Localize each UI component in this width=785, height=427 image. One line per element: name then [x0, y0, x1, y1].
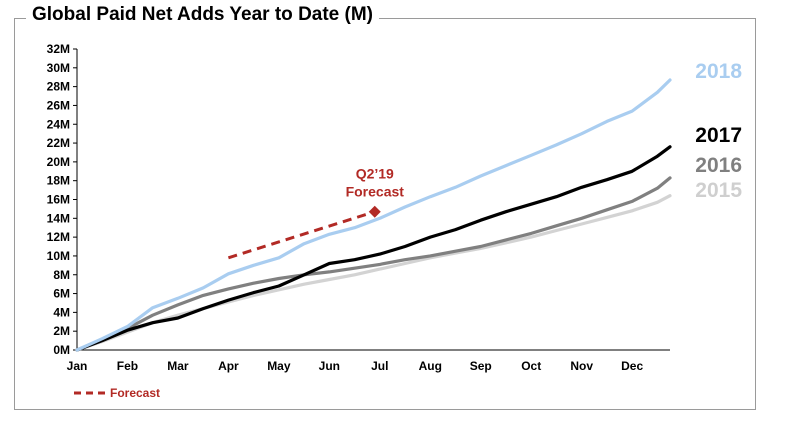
- series-label-2016: 2016: [695, 154, 742, 177]
- series-line-2016: [75, 176, 672, 352]
- y-axis-ticks: 0M 2M 4M 6M 8M 10M 12M 14M 16M 18M 20M 22M 24M 26M 28M…: [47, 42, 77, 357]
- x-tick-label: Oct: [521, 359, 541, 373]
- x-tick-label: Dec: [621, 359, 643, 373]
- y-tick-label: 22M: [47, 136, 70, 150]
- y-tick-label: 8M: [53, 268, 70, 282]
- x-tick-label: Sep: [470, 359, 492, 373]
- y-tick-label: 14M: [47, 211, 70, 225]
- x-tick-label: Jan: [67, 359, 88, 373]
- x-tick-label: Apr: [218, 359, 239, 373]
- x-tick-label: Jun: [319, 359, 340, 373]
- x-tick-label: Jul: [371, 359, 388, 373]
- x-tick-label: Mar: [167, 359, 189, 373]
- y-tick-label: 30M: [47, 61, 70, 75]
- x-axis-ticks: Jan Feb Mar Apr May Jun Jul Aug Sep Oct Nov Dec: [67, 359, 644, 373]
- series-line-2018: [75, 78, 672, 352]
- chart-title: Global Paid Net Adds Year to Date (M): [26, 4, 380, 26]
- series-label-2018: 2018: [695, 60, 742, 83]
- series-lines: [75, 78, 672, 352]
- series-label-2017: 2017: [695, 124, 742, 147]
- y-tick-label: 26M: [47, 98, 70, 112]
- series-line-2015: [75, 194, 672, 352]
- y-tick-label: 4M: [53, 305, 70, 319]
- annotation-line1: Q2’19: [356, 166, 394, 182]
- y-tick-label: 16M: [47, 193, 70, 207]
- annotation-line2: Forecast: [346, 184, 405, 200]
- y-tick-label: 6M: [53, 287, 70, 301]
- chart-frame: [14, 18, 756, 410]
- series-label-2015: 2015: [695, 179, 742, 202]
- y-tick-label: 32M: [47, 42, 70, 56]
- x-tick-label: Nov: [570, 359, 593, 373]
- y-tick-label: 2M: [53, 324, 70, 338]
- x-tick-label: Aug: [419, 359, 442, 373]
- y-tick-label: 24M: [47, 117, 70, 131]
- y-tick-label: 0M: [53, 343, 70, 357]
- y-tick-label: 28M: [47, 80, 70, 94]
- y-tick-label: 12M: [47, 230, 70, 244]
- y-tick-label: 20M: [47, 155, 70, 169]
- y-tick-label: 18M: [47, 174, 70, 188]
- series-line-forecast: [227, 210, 376, 260]
- forecast-marker: [368, 205, 381, 218]
- y-tick-label: 10M: [47, 249, 70, 263]
- legend-label-forecast: Forecast: [110, 386, 160, 400]
- legend: Forecast: [74, 386, 160, 400]
- x-tick-label: May: [267, 359, 291, 373]
- series-line-2017: [75, 145, 672, 352]
- forecast-annotation: Q2’19 Forecast: [346, 166, 405, 218]
- x-tick-label: Feb: [117, 359, 138, 373]
